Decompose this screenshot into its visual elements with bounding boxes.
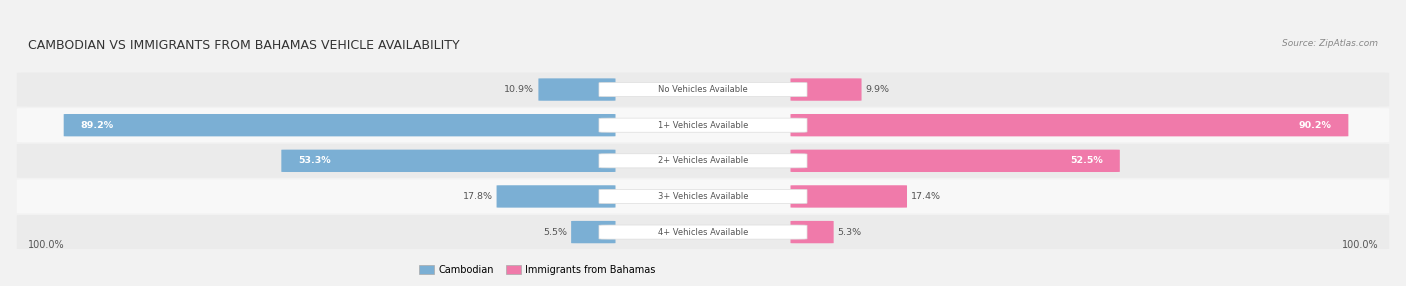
FancyBboxPatch shape	[790, 221, 834, 243]
FancyBboxPatch shape	[790, 78, 862, 101]
Text: 53.3%: 53.3%	[298, 156, 330, 165]
FancyBboxPatch shape	[599, 225, 807, 239]
FancyBboxPatch shape	[571, 221, 616, 243]
Text: 4+ Vehicles Available: 4+ Vehicles Available	[658, 228, 748, 237]
FancyBboxPatch shape	[17, 73, 1389, 107]
Text: Source: ZipAtlas.com: Source: ZipAtlas.com	[1282, 39, 1378, 48]
Text: 90.2%: 90.2%	[1299, 121, 1331, 130]
FancyBboxPatch shape	[496, 185, 616, 208]
Text: 100.0%: 100.0%	[28, 240, 65, 250]
FancyBboxPatch shape	[538, 78, 616, 101]
FancyBboxPatch shape	[599, 189, 807, 204]
Text: 52.5%: 52.5%	[1070, 156, 1104, 165]
Text: 89.2%: 89.2%	[80, 121, 114, 130]
Text: 17.8%: 17.8%	[463, 192, 492, 201]
Text: No Vehicles Available: No Vehicles Available	[658, 85, 748, 94]
FancyBboxPatch shape	[17, 144, 1389, 178]
Text: 2+ Vehicles Available: 2+ Vehicles Available	[658, 156, 748, 165]
FancyBboxPatch shape	[17, 108, 1389, 142]
Text: 1+ Vehicles Available: 1+ Vehicles Available	[658, 121, 748, 130]
Text: 5.5%: 5.5%	[543, 228, 567, 237]
FancyBboxPatch shape	[17, 179, 1389, 213]
FancyBboxPatch shape	[790, 150, 1119, 172]
FancyBboxPatch shape	[599, 82, 807, 97]
Text: 3+ Vehicles Available: 3+ Vehicles Available	[658, 192, 748, 201]
Text: CAMBODIAN VS IMMIGRANTS FROM BAHAMAS VEHICLE AVAILABILITY: CAMBODIAN VS IMMIGRANTS FROM BAHAMAS VEH…	[28, 39, 460, 52]
FancyBboxPatch shape	[599, 154, 807, 168]
FancyBboxPatch shape	[17, 215, 1389, 249]
Text: 17.4%: 17.4%	[911, 192, 941, 201]
Text: 9.9%: 9.9%	[866, 85, 890, 94]
Legend: Cambodian, Immigrants from Bahamas: Cambodian, Immigrants from Bahamas	[419, 265, 655, 275]
FancyBboxPatch shape	[63, 114, 616, 136]
FancyBboxPatch shape	[790, 114, 1348, 136]
FancyBboxPatch shape	[790, 185, 907, 208]
Text: 100.0%: 100.0%	[1341, 240, 1378, 250]
FancyBboxPatch shape	[281, 150, 616, 172]
FancyBboxPatch shape	[599, 118, 807, 132]
Text: 5.3%: 5.3%	[838, 228, 862, 237]
Text: 10.9%: 10.9%	[505, 85, 534, 94]
